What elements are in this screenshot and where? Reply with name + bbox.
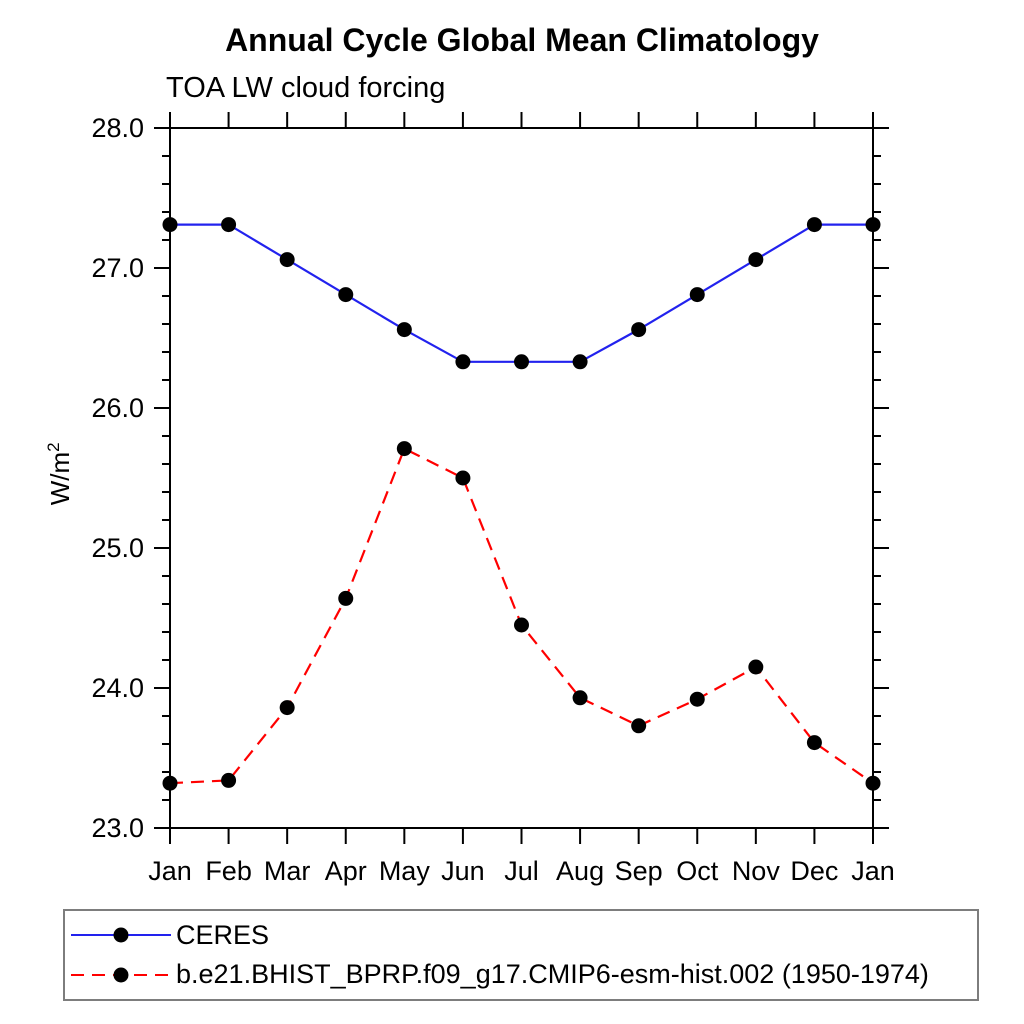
y-tick-label: 25.0 bbox=[91, 533, 144, 563]
data-point-0-Sep bbox=[631, 322, 647, 338]
data-point-1-May bbox=[396, 441, 412, 457]
data-point-0-Apr bbox=[338, 287, 354, 303]
legend-box: CERES b.e21.BHIST_BPRP.f09_g17.CMIP6-esm… bbox=[63, 909, 979, 1001]
data-point-1-Sep bbox=[631, 718, 647, 734]
data-point-1-Feb bbox=[221, 772, 237, 788]
data-point-1-Jan bbox=[162, 775, 178, 791]
legend-item-ceres: CERES bbox=[65, 920, 977, 951]
y-tick-label: 23.0 bbox=[91, 813, 144, 843]
x-tick-label: Jan bbox=[148, 856, 192, 886]
series-line-1 bbox=[169, 447, 874, 785]
data-point-0-May bbox=[396, 322, 412, 338]
data-point-1-Jan bbox=[865, 775, 881, 791]
data-point-1-Dec bbox=[806, 735, 822, 751]
legend-marker-dot bbox=[113, 967, 129, 983]
x-tick-label: Apr bbox=[325, 856, 367, 886]
data-point-0-Jul bbox=[514, 354, 529, 370]
data-point-0-Aug bbox=[572, 354, 588, 370]
data-point-0-Jun bbox=[455, 354, 471, 370]
data-point-0-Feb bbox=[221, 217, 237, 233]
x-tick-label: Dec bbox=[790, 856, 838, 886]
data-point-0-Jan bbox=[162, 217, 178, 233]
x-tick-label: Jun bbox=[441, 856, 485, 886]
legend-marker-dot bbox=[113, 927, 129, 943]
x-tick-label: Jan bbox=[851, 856, 895, 886]
x-tick-label: Mar bbox=[264, 856, 311, 886]
chart-subtitle: TOA LW cloud forcing bbox=[166, 72, 446, 104]
data-point-1-Mar bbox=[279, 700, 295, 716]
chart-title: Annual Cycle Global Mean Climatology bbox=[225, 22, 819, 58]
data-point-0-Nov bbox=[748, 252, 764, 268]
data-point-1-Jul bbox=[514, 617, 529, 633]
series-line-0 bbox=[170, 223, 873, 363]
data-point-1-Jun bbox=[455, 470, 471, 486]
data-point-1-Nov bbox=[748, 659, 764, 675]
model-line-sample bbox=[71, 967, 171, 983]
x-tick-label: May bbox=[379, 856, 431, 886]
y-tick-label: 26.0 bbox=[91, 393, 144, 423]
legend-item-model: b.e21.BHIST_BPRP.f09_g17.CMIP6-esm-hist.… bbox=[65, 959, 977, 990]
data-point-1-Oct bbox=[689, 691, 705, 707]
data-point-0-Jan bbox=[865, 217, 881, 233]
data-point-0-Oct bbox=[689, 287, 705, 303]
data-point-1-Aug bbox=[572, 690, 588, 706]
data-point-1-Apr bbox=[338, 590, 354, 606]
x-tick-label: Feb bbox=[205, 856, 252, 886]
y-tick-label: 27.0 bbox=[91, 253, 144, 283]
x-tick-label: Sep bbox=[615, 856, 663, 886]
x-tick-label: Nov bbox=[732, 856, 781, 886]
x-tick-label: Jul bbox=[504, 856, 539, 886]
y-tick-label: 24.0 bbox=[91, 673, 144, 703]
ceres-line-sample bbox=[71, 927, 171, 943]
legend-label-model: b.e21.BHIST_BPRP.f09_g17.CMIP6-esm-hist.… bbox=[176, 959, 929, 990]
data-point-0-Mar bbox=[279, 252, 295, 268]
legend-label-ceres: CERES bbox=[176, 919, 270, 950]
data-point-0-Dec bbox=[806, 217, 822, 233]
x-tick-label: Aug bbox=[556, 856, 604, 886]
x-tick-label: Oct bbox=[676, 856, 719, 886]
y-tick-label: 28.0 bbox=[91, 113, 144, 143]
